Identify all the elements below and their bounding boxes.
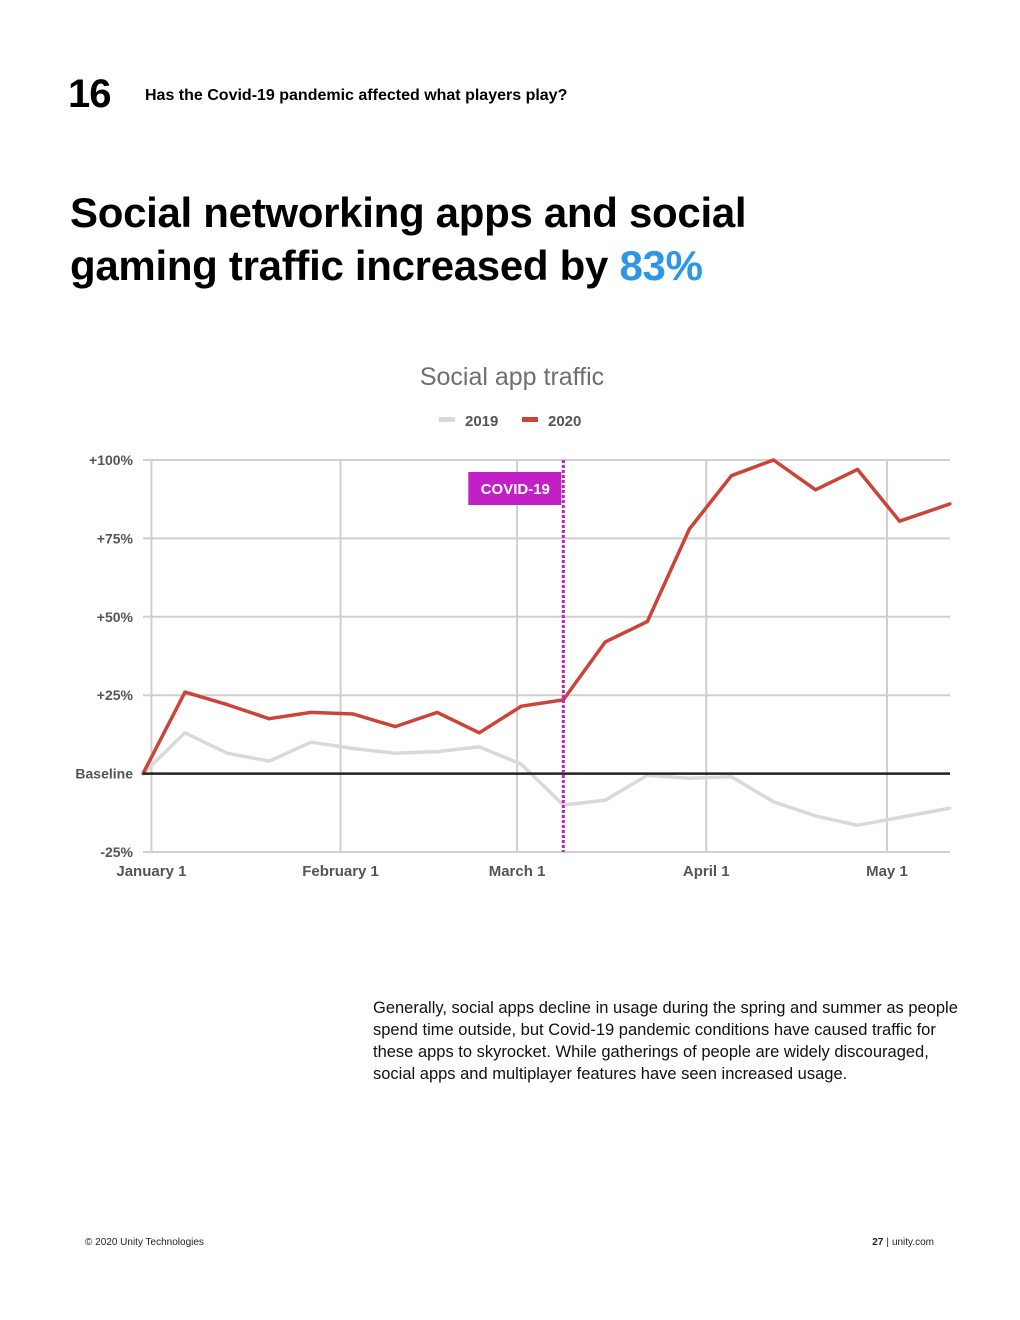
- data-point-2019-7: [435, 750, 439, 754]
- data-point-2019-13: [687, 776, 692, 780]
- headline-line-2: gaming traffic increased by: [70, 242, 609, 289]
- headline-line-1: Social networking apps and social: [70, 189, 747, 236]
- series-line-2019: [141, 731, 951, 828]
- series-line-2020: [141, 458, 951, 775]
- footer-site-link[interactable]: unity.com: [891, 1237, 934, 1248]
- data-point-2020-17: [855, 467, 860, 472]
- data-point-2020-11: [603, 640, 607, 644]
- data-point-2020-12: [645, 619, 649, 624]
- legend-swatch-2020: [522, 417, 538, 422]
- data-point-2019-14: [729, 775, 734, 779]
- data-point-2020-9: [519, 704, 523, 708]
- covid-label-box: [468, 472, 562, 505]
- data-point-2020-14: [729, 474, 734, 478]
- footer-page-info: 27 | unity.com: [872, 1237, 934, 1248]
- chart-title: Social app traffic: [420, 363, 604, 391]
- y-tick-label-1: +75%: [97, 530, 134, 546]
- data-point-2019-16: [813, 814, 818, 818]
- legend-label-2020: 2020: [548, 413, 581, 430]
- data-point-2019-19: [948, 806, 952, 810]
- data-point-2020-1: [183, 690, 187, 694]
- covid-annotation: COVID-19: [468, 460, 565, 852]
- headline-highlight: 83%: [619, 242, 703, 289]
- data-point-2020-19: [948, 502, 952, 506]
- chart-axis-labels: +100% +75% +50% +25% Baseline -25% January 1 Fe…: [75, 452, 907, 880]
- data-point-2020-3: [267, 717, 271, 721]
- footer-separator: |: [886, 1237, 889, 1248]
- chart-series: [141, 458, 952, 828]
- data-point-2020-16: [813, 488, 818, 492]
- data-point-2020-5: [351, 712, 355, 716]
- x-tick-label-0: January 1: [116, 863, 186, 880]
- footer-copyright: © 2020 Unity Technologies: [85, 1237, 204, 1248]
- data-point-2019-17: [855, 823, 860, 827]
- y-tick-label-4: Baseline: [75, 766, 133, 782]
- legend-label-2019: 2019: [465, 413, 498, 430]
- data-point-2019-18: [897, 815, 902, 820]
- data-point-2019-2: [225, 751, 229, 755]
- data-point-2020-4: [309, 710, 313, 715]
- data-point-2020-2: [225, 703, 229, 707]
- data-point-2020-18: [897, 519, 902, 523]
- data-point-2020-13: [687, 527, 692, 531]
- covid-label-text: COVID-19: [481, 481, 550, 498]
- chart-legend: 2019 2020: [439, 413, 581, 430]
- page-headline: Social networking apps and social gaming…: [70, 186, 870, 292]
- y-tick-label-2: +50%: [97, 609, 134, 625]
- data-point-2019-3: [267, 759, 271, 763]
- x-tick-label-3: April 1: [683, 863, 730, 880]
- data-point-2020-7: [435, 710, 439, 715]
- legend-swatch-2019: [439, 417, 455, 422]
- data-point-2019-1: [183, 731, 187, 735]
- chart-gridlines: [143, 459, 950, 853]
- data-point-2019-9: [519, 762, 523, 766]
- section-title: Has the Covid-19 pandemic affected what …: [145, 87, 568, 104]
- social-app-traffic-chart: Social app traffic 2019 2020 +100% +75% +5…: [75, 363, 952, 880]
- y-tick-label-5: -25%: [100, 844, 133, 860]
- x-tick-label-2: March 1: [489, 863, 546, 880]
- data-point-2020-15: [771, 458, 776, 462]
- data-point-2020-6: [393, 724, 397, 729]
- body-paragraph: Generally, social apps decline in usage …: [373, 999, 958, 1083]
- data-point-2019-6: [393, 751, 397, 755]
- data-point-2019-4: [309, 740, 313, 744]
- data-point-2019-15: [771, 800, 776, 804]
- data-point-2019-11: [603, 798, 607, 802]
- data-point-2020-8: [477, 731, 481, 735]
- page-number: 27: [872, 1237, 884, 1248]
- y-tick-label-3: +25%: [97, 687, 134, 703]
- data-point-2019-5: [351, 746, 355, 751]
- section-number: 16: [68, 72, 111, 116]
- x-tick-label-4: May 1: [866, 863, 908, 880]
- y-tick-label-0: +100%: [89, 452, 134, 468]
- x-tick-label-1: February 1: [302, 863, 379, 880]
- data-point-2019-8: [477, 745, 481, 749]
